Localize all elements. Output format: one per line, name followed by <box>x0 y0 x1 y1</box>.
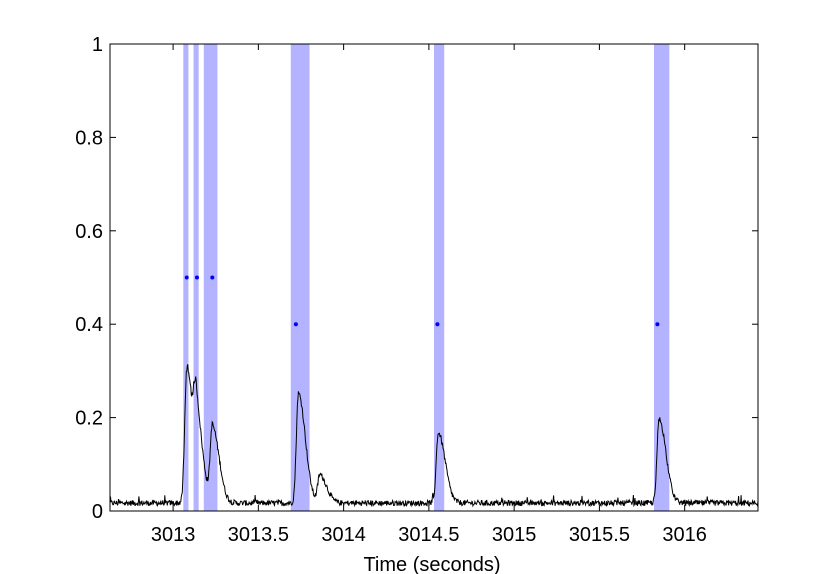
shaded-interval-4 <box>434 44 445 511</box>
marker-point-4 <box>435 322 440 327</box>
x-tick-label: 3016 <box>662 524 707 546</box>
x-tick-label: 3014.5 <box>398 524 459 546</box>
x-tick-label: 3013 <box>151 524 196 546</box>
signal-series <box>109 364 759 508</box>
y-tick-label: 0.2 <box>75 408 103 430</box>
shaded-interval-3 <box>290 44 310 511</box>
y-tick-label: 1 <box>92 34 103 56</box>
x-tick-label: 3015 <box>492 524 537 546</box>
y-tick-label: 0.6 <box>75 221 103 243</box>
shaded-interval-5 <box>653 44 670 511</box>
signal-line <box>109 364 759 508</box>
y-tick-label: 0.4 <box>75 314 103 336</box>
x-tick-label: 3014 <box>321 524 366 546</box>
plot-frame <box>109 43 759 512</box>
ticks: 3013 3013.5 3014 3014.5 3015 3015.5 3016 0 0.2 0.… <box>75 34 758 546</box>
x-tick-label: 3015.5 <box>569 524 630 546</box>
event-markers <box>184 275 660 327</box>
marker-point-5 <box>655 322 660 327</box>
x-tick-label: 3013.5 <box>228 524 289 546</box>
axes <box>109 43 759 512</box>
x-axis-label: Time (seconds) <box>363 554 500 574</box>
y-tick-label: 0 <box>92 501 103 523</box>
marker-point-1 <box>194 275 199 280</box>
marker-point-0 <box>184 275 189 280</box>
marker-point-2 <box>210 275 215 280</box>
shaded-intervals <box>183 44 670 511</box>
y-tick-label: 0.8 <box>75 127 103 149</box>
marker-point-3 <box>293 322 298 327</box>
